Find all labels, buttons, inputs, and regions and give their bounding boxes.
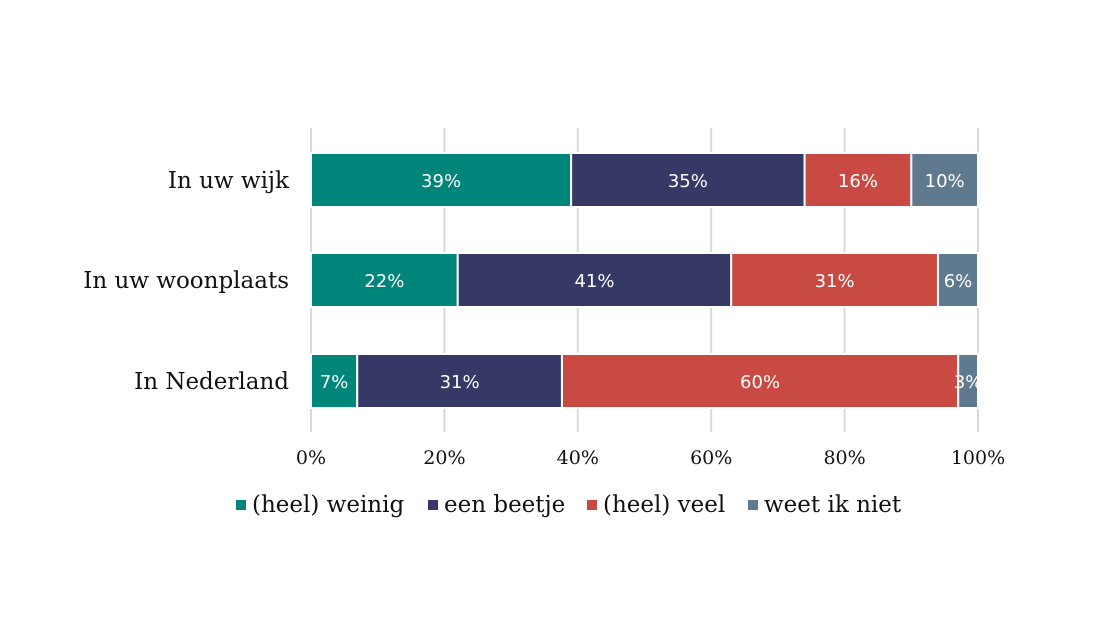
x-tick-label: 80% xyxy=(823,447,865,469)
legend-swatch xyxy=(748,500,758,510)
bar-segment xyxy=(310,353,359,409)
x-tick-label: 20% xyxy=(423,447,465,469)
bar-value-label: 41% xyxy=(574,271,614,292)
bar-segment xyxy=(456,252,733,308)
category-label: In Nederland xyxy=(134,369,289,395)
bar-value-label: 3% xyxy=(954,372,983,393)
legend-label: een beetje xyxy=(444,492,565,518)
bar-value-label: 35% xyxy=(668,171,708,192)
bars-layer xyxy=(310,152,979,409)
bar-segment xyxy=(310,152,573,208)
legend-swatch xyxy=(428,500,438,510)
bar-value-label: 6% xyxy=(944,271,973,292)
legend-swatch xyxy=(587,500,597,510)
bar-segment xyxy=(730,252,939,308)
x-tick-label: 100% xyxy=(951,447,1005,469)
bar-segment xyxy=(910,152,979,208)
legend-label: (heel) veel xyxy=(603,492,725,518)
bar-value-label: 39% xyxy=(421,171,461,192)
x-tick-label: 0% xyxy=(296,447,326,469)
bar-value-label: 16% xyxy=(838,171,878,192)
bar-value-label: 31% xyxy=(815,271,855,292)
bar-value-label: 10% xyxy=(925,171,965,192)
bar-value-label: 22% xyxy=(364,271,404,292)
x-tick-label: 40% xyxy=(557,447,599,469)
legend-label: (heel) weinig xyxy=(252,492,404,518)
x-tick-label: 60% xyxy=(690,447,732,469)
bar-value-label: 31% xyxy=(440,372,480,393)
bar-segment xyxy=(356,353,563,409)
labels-layer: 39% 35% 16% 10% 22% 41% 31% 6% 7% 31% 60% 3% xyxy=(320,171,983,393)
bar-segment xyxy=(957,353,979,409)
bar-segment xyxy=(310,252,459,308)
bar-value-label: 60% xyxy=(740,372,780,393)
bar-segment xyxy=(936,252,979,308)
legend-label: weet ik niet xyxy=(764,492,902,518)
legend: (heel) weinig een beetje (heel) veel weet i… xyxy=(236,492,902,518)
category-label: In uw wijk xyxy=(168,168,290,194)
axis-layer: 0% 20% 40% 60% 80% 100% In uw wijk In uw woonpl… xyxy=(83,168,1005,469)
bar-value-label: 7% xyxy=(320,372,349,393)
legend-swatch xyxy=(236,500,246,510)
bar-segment xyxy=(560,353,960,409)
category-label: In uw woonplaats xyxy=(83,268,289,294)
